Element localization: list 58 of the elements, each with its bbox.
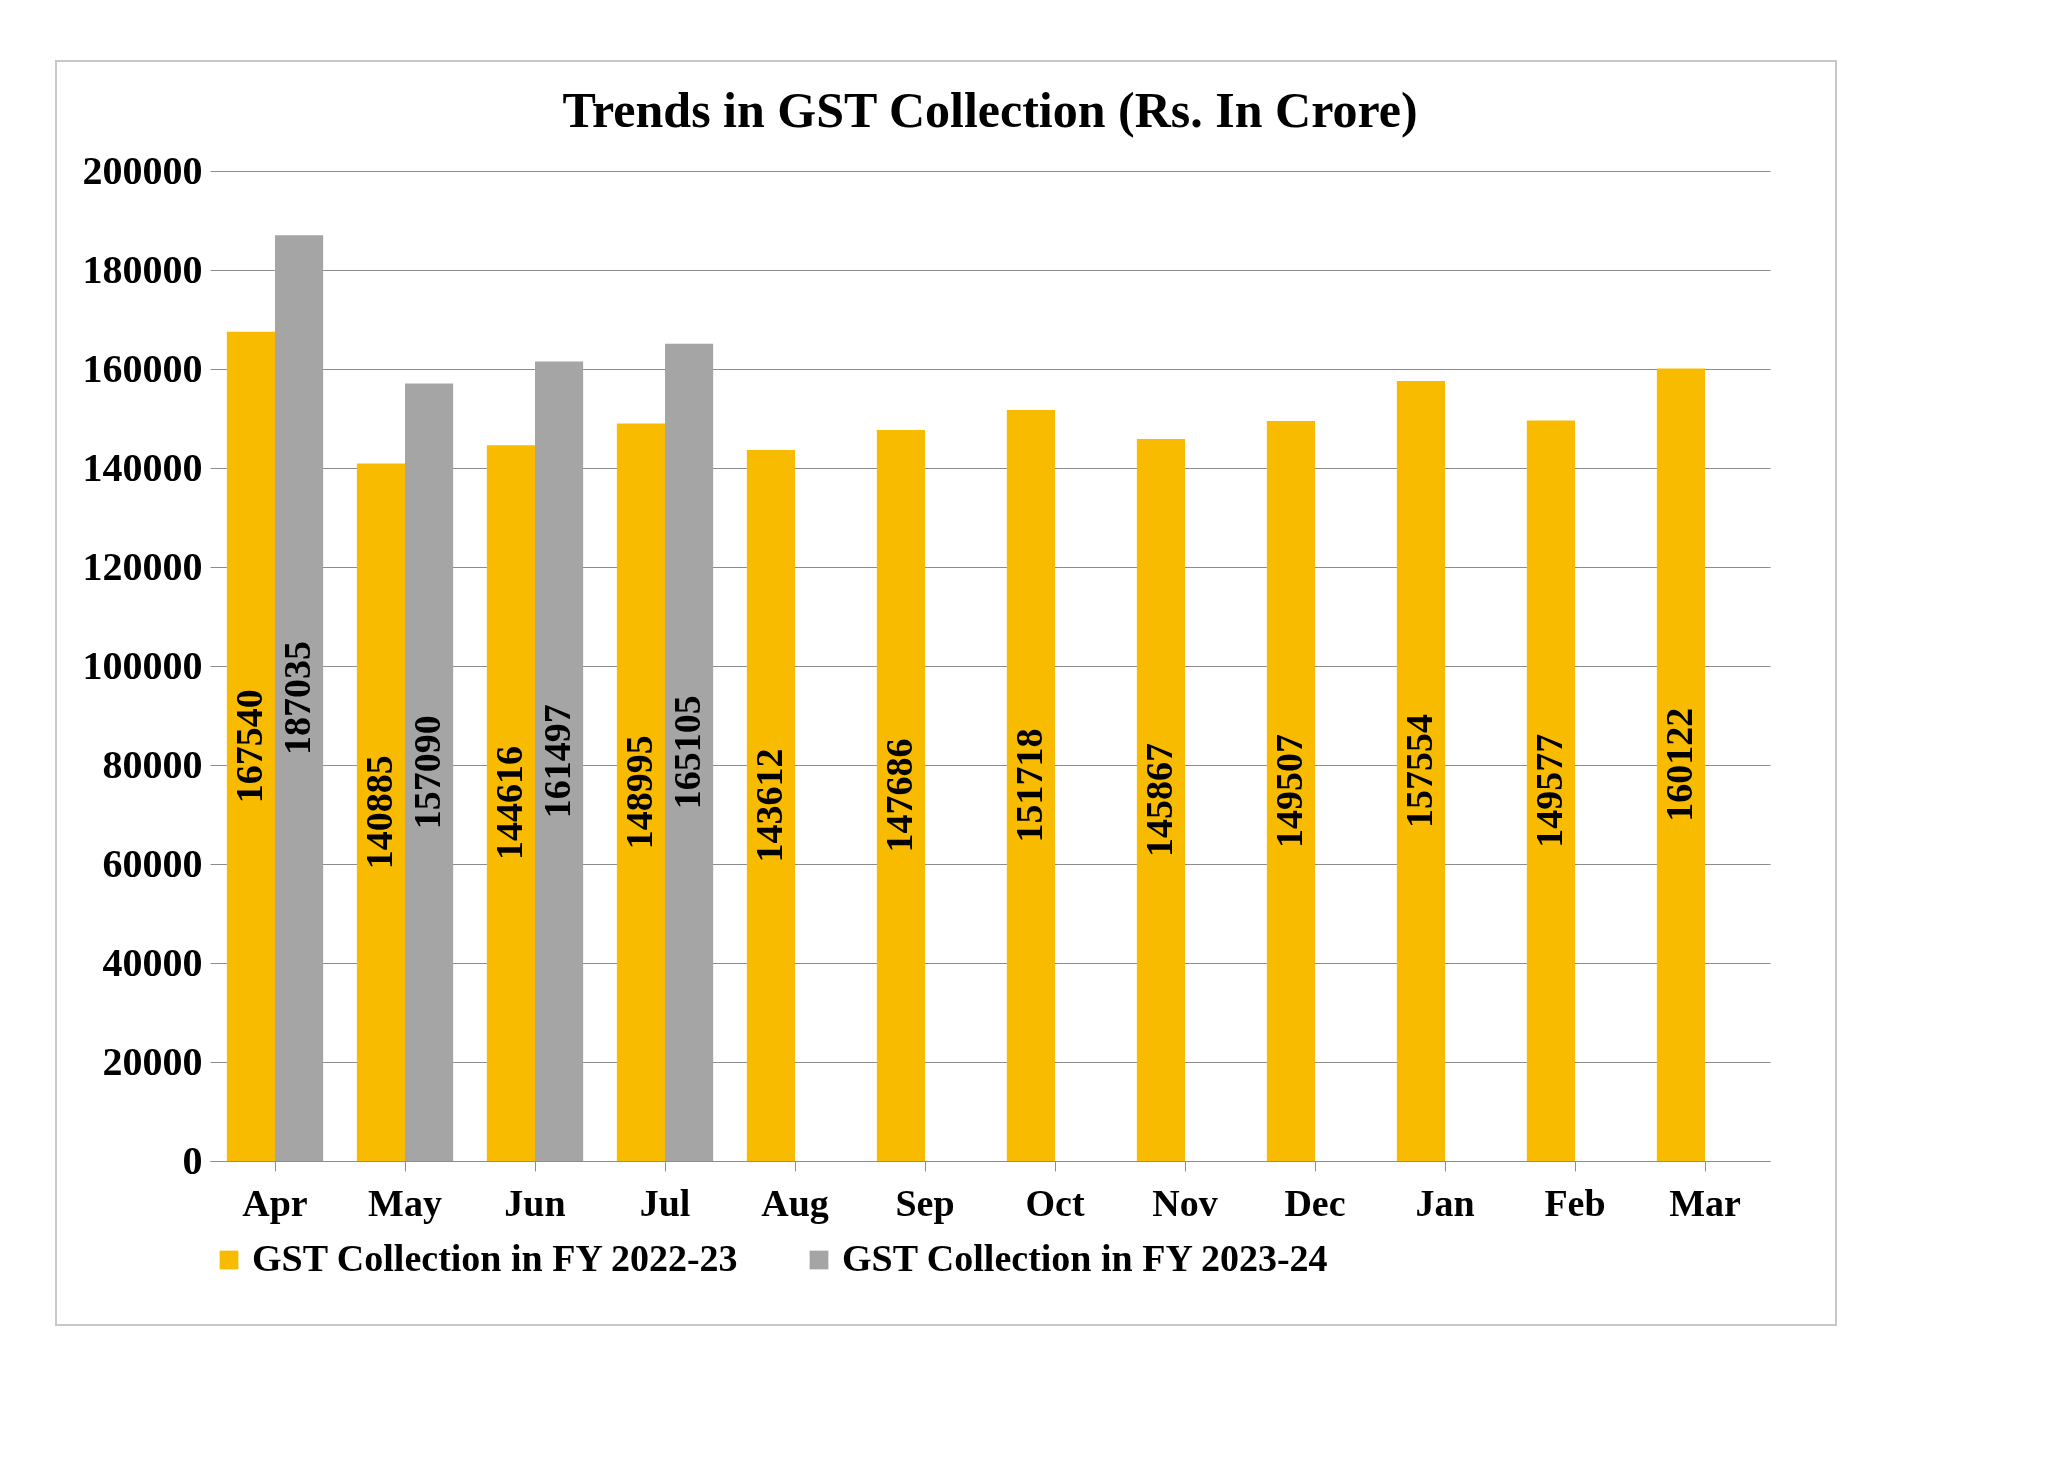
y-tick-label: 40000 xyxy=(102,939,203,985)
y-tick-label: 180000 xyxy=(82,246,203,292)
data-label: 160122 xyxy=(1657,707,1700,822)
data-label: 151718 xyxy=(1007,728,1050,843)
data-label: 143612 xyxy=(747,748,790,863)
y-tick-label: 160000 xyxy=(82,345,203,391)
x-tick-label: Aug xyxy=(761,1181,829,1224)
bar xyxy=(486,445,535,1161)
x-tick-label: Sep xyxy=(895,1181,955,1224)
x-tick-label: Jul xyxy=(639,1181,691,1224)
bar xyxy=(405,383,454,1161)
chart-title: Trends in GST Collection (Rs. In Crore) xyxy=(562,82,1418,138)
data-label: 144616 xyxy=(487,746,530,861)
bar xyxy=(665,343,714,1161)
bar xyxy=(1396,381,1445,1161)
x-tick-label: Mar xyxy=(1669,1181,1741,1224)
bar xyxy=(616,423,665,1161)
data-label: 157554 xyxy=(1397,714,1440,829)
data-label: 149577 xyxy=(1527,733,1570,848)
legend-label: GST Collection in FY 2023-24 xyxy=(842,1237,1328,1279)
bar xyxy=(535,361,584,1161)
bar xyxy=(275,235,324,1161)
bar xyxy=(1136,438,1185,1161)
x-tick-label: Nov xyxy=(1152,1181,1218,1224)
bar xyxy=(1526,420,1575,1161)
x-tick-label: Feb xyxy=(1544,1181,1606,1224)
data-label: 187035 xyxy=(276,641,319,756)
data-label: 140885 xyxy=(357,755,400,870)
y-tick-label: 200000 xyxy=(82,147,203,193)
data-label: 161497 xyxy=(536,704,579,819)
x-tick-label: Oct xyxy=(1025,1181,1085,1224)
bar xyxy=(876,429,925,1161)
y-tick-label: 100000 xyxy=(82,642,203,688)
y-tick-label: 120000 xyxy=(82,543,203,589)
y-tick-label: 20000 xyxy=(102,1038,203,1084)
bar xyxy=(746,450,795,1161)
x-tick-label: Dec xyxy=(1284,1181,1346,1224)
bar xyxy=(1266,420,1315,1161)
x-tick-label: May xyxy=(368,1181,442,1224)
y-tick-label: 60000 xyxy=(102,840,203,886)
data-label: 165105 xyxy=(666,695,709,810)
bar xyxy=(1006,410,1055,1161)
bar xyxy=(1656,368,1705,1161)
bar xyxy=(226,331,275,1161)
y-tick-label: 80000 xyxy=(102,741,203,787)
y-tick-label: 0 xyxy=(182,1137,203,1183)
data-label: 167540 xyxy=(227,689,270,804)
x-tick-label: Jan xyxy=(1415,1181,1475,1224)
data-label: 145867 xyxy=(1137,742,1180,857)
data-label: 149507 xyxy=(1267,733,1310,848)
x-tick-label: Apr xyxy=(242,1181,308,1224)
data-label: 148995 xyxy=(617,735,660,850)
data-label: 147686 xyxy=(877,738,920,853)
data-label: 157090 xyxy=(406,715,449,830)
x-tick-label: Jun xyxy=(504,1181,566,1224)
legend-label: GST Collection in FY 2022-23 xyxy=(252,1237,738,1279)
bar xyxy=(356,463,405,1161)
y-tick-label: 140000 xyxy=(82,444,203,490)
